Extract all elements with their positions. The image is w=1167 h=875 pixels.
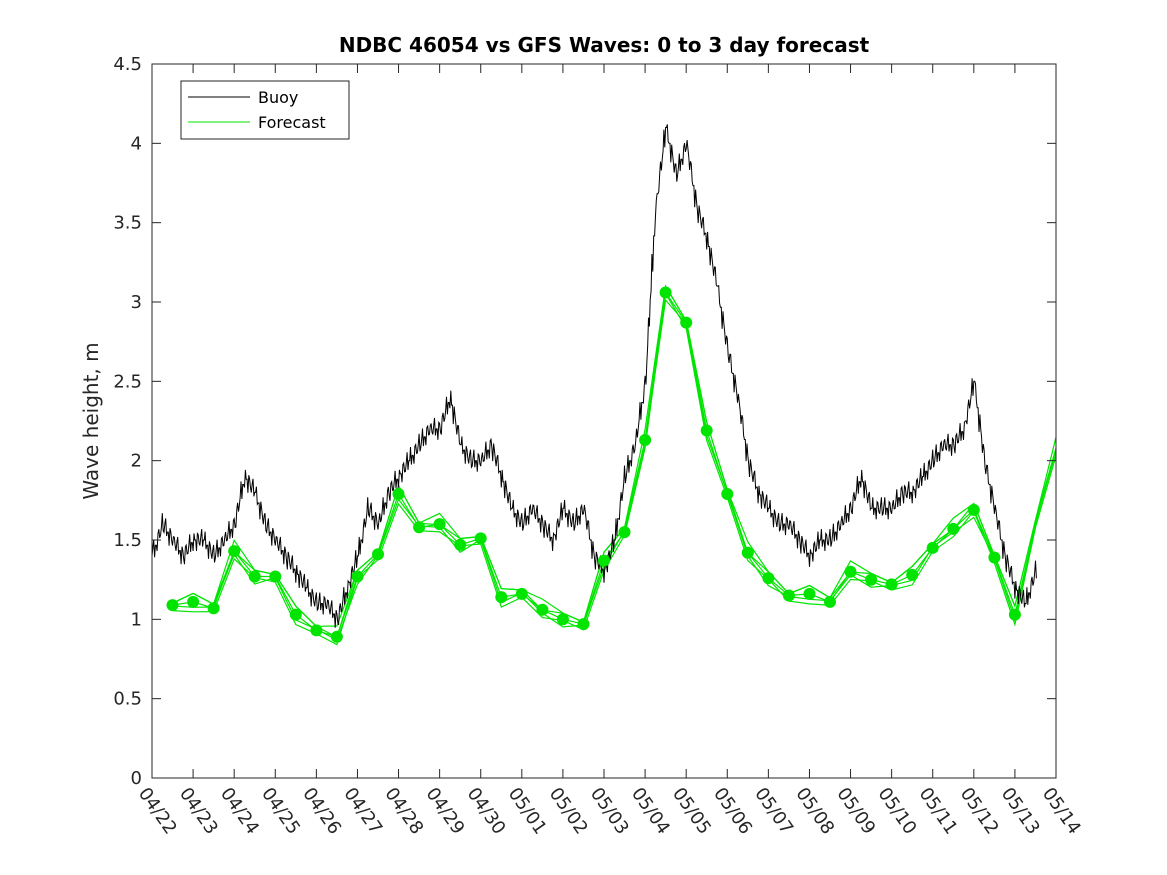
x-tick-label: 05/02: [545, 784, 592, 839]
forecast-point: [762, 572, 775, 585]
x-tick-label: 04/22: [134, 784, 181, 839]
forecast-point: [289, 608, 302, 621]
y-tick-label: 0.5: [113, 689, 142, 710]
y-tick-label: 1.5: [113, 530, 142, 551]
forecast-point: [269, 570, 282, 583]
x-tick-label: 04/27: [339, 784, 386, 839]
y-tick-label: 2.5: [113, 371, 142, 392]
x-tick-label: 04/25: [257, 784, 304, 839]
x-tick-label: 05/03: [586, 784, 633, 839]
x-tick-label: 05/05: [668, 784, 715, 839]
forecast-point: [782, 589, 795, 602]
forecast-point: [536, 603, 549, 616]
forecast-point: [639, 434, 652, 446]
forecast-point: [803, 587, 816, 600]
x-tick-label: 04/26: [298, 784, 345, 839]
forecast-point: [166, 599, 179, 612]
forecast-point: [906, 568, 919, 581]
forecast-point: [515, 587, 528, 600]
x-tick-label: 05/14: [1038, 784, 1085, 839]
forecast-run-line: [172, 291, 1057, 646]
forecast-point: [392, 488, 405, 500]
y-tick-label: 2: [131, 451, 142, 472]
y-tick-label: 4: [131, 133, 142, 154]
x-tick-label: 04/23: [175, 784, 222, 839]
forecast-point: [1008, 608, 1021, 621]
forecast-point: [228, 545, 241, 558]
plot-area: [151, 124, 1057, 646]
forecast-point: [454, 538, 467, 551]
forecast-point: [207, 602, 220, 615]
x-tick-label: 05/11: [915, 784, 962, 839]
legend-buoy-label: Buoy: [258, 88, 298, 107]
forecast-point: [577, 618, 590, 631]
x-tick-label: 04/29: [422, 784, 469, 839]
forecast-point: [372, 548, 384, 561]
forecast-point: [926, 541, 939, 554]
forecast-point: [741, 546, 754, 559]
forecast-point: [433, 518, 446, 531]
forecast-point: [413, 521, 426, 534]
forecast-point: [967, 503, 980, 516]
forecast-point: [865, 573, 878, 586]
forecast-point: [556, 613, 569, 626]
x-tick-label: 05/04: [627, 784, 674, 839]
forecast-point: [474, 532, 487, 545]
forecast-point: [248, 570, 261, 583]
y-tick-label: 4.5: [113, 54, 142, 75]
forecast-point: [824, 595, 836, 608]
x-tick-label: 05/08: [791, 784, 838, 839]
x-tick-label: 05/09: [832, 784, 879, 839]
forecast-point: [351, 570, 364, 583]
buoy-series-line: [151, 124, 1037, 628]
forecast-point: [885, 578, 898, 591]
x-tick-label: 05/10: [874, 784, 921, 839]
forecast-point: [680, 316, 693, 329]
x-tick-label: 05/06: [709, 784, 756, 839]
forecast-point: [598, 554, 610, 567]
x-tick-label: 04/30: [463, 784, 510, 839]
x-tick-label: 05/01: [504, 784, 551, 839]
forecast-point: [659, 286, 672, 299]
forecast-point: [187, 595, 200, 608]
x-tick-label: 04/28: [380, 784, 427, 839]
y-tick-label: 0: [131, 768, 142, 789]
forecast-run-line: [172, 284, 1057, 627]
x-tick-label: 05/12: [956, 784, 1003, 839]
y-tick-label: 3.5: [113, 213, 142, 234]
x-tick-label: 05/07: [750, 784, 797, 839]
x-tick-label: 05/13: [997, 784, 1044, 839]
plot-frame: [151, 63, 1057, 779]
forecast-point: [700, 424, 713, 437]
legend: Buoy Forecast: [180, 80, 350, 140]
legend-box: [180, 80, 350, 140]
forecast-point: [310, 624, 323, 637]
legend-forecast-label: Forecast: [258, 113, 326, 132]
y-axis-label: Wave height, m: [79, 342, 103, 499]
forecast-point: [721, 488, 734, 500]
forecast-point: [495, 591, 508, 604]
chart-title: NDBC 46054 vs GFS Waves: 0 to 3 day fore…: [339, 33, 870, 57]
forecast-point: [844, 565, 857, 578]
forecast-point: [988, 551, 1001, 564]
x-tick-label: 04/24: [216, 784, 263, 839]
y-tick-label: 1: [131, 609, 142, 630]
y-tick-label: 3: [131, 292, 142, 313]
axis-ticks: 0 0.5 1 1.5 2 2.5 3 3.5 4 4.5 04/2204/2304/2404/25…: [113, 54, 1085, 838]
forecast-point: [330, 630, 343, 643]
forecast-point: [618, 526, 631, 539]
forecast-point: [947, 522, 960, 535]
